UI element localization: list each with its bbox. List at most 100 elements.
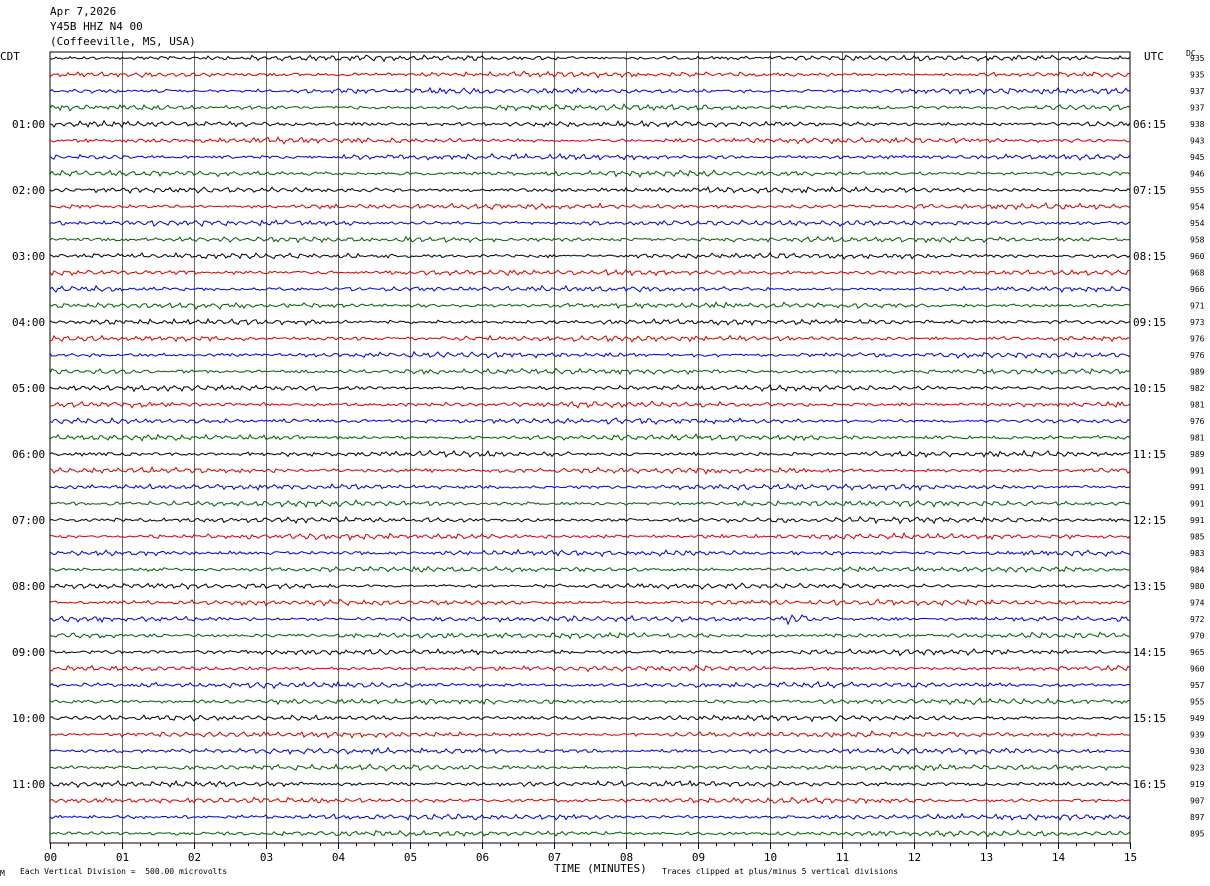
dc-offset-label: 989 <box>1190 450 1205 459</box>
x-tick-label: 00 <box>44 851 57 864</box>
x-tick-label: 07 <box>548 851 561 864</box>
seismic-trace <box>49 284 1131 293</box>
seismic-trace <box>49 367 1131 376</box>
seismic-trace <box>49 103 1131 112</box>
dc-offset-label: 954 <box>1190 203 1205 212</box>
x-tick-label: 03 <box>260 851 273 864</box>
header-location: (Coffeeville, MS, USA) <box>50 35 196 48</box>
seismic-trace <box>49 680 1131 690</box>
dc-offset-label: 946 <box>1190 170 1205 179</box>
dc-offset-label: 972 <box>1190 615 1205 624</box>
x-tick-label: 11 <box>836 851 849 864</box>
dc-offset-label: 935 <box>1190 71 1205 80</box>
utc-hour-label: 07:15 <box>1133 184 1166 197</box>
seismic-trace <box>49 779 1131 789</box>
dc-offset-label: 976 <box>1190 417 1205 426</box>
dc-offset-label: 982 <box>1190 384 1205 393</box>
x-tick-label: 15 <box>1124 851 1137 864</box>
dc-offset-label: 989 <box>1190 368 1205 377</box>
utc-hour-label: 11:15 <box>1133 448 1166 461</box>
seismic-trace <box>49 433 1131 442</box>
cdt-hour-label: 09:00 <box>12 646 45 659</box>
x-tick-label: 06 <box>476 851 489 864</box>
seismic-trace <box>49 334 1131 343</box>
cdt-hour-label: 11:00 <box>12 778 45 791</box>
dc-offset-label: 981 <box>1190 401 1205 410</box>
seismic-trace <box>49 350 1131 359</box>
cdt-hour-label: 06:00 <box>12 448 45 461</box>
utc-hour-label: 15:15 <box>1133 712 1166 725</box>
dc-offset-label: 985 <box>1190 533 1205 542</box>
header-date: Apr 7,2026 <box>50 5 117 18</box>
seismic-trace <box>49 54 1131 63</box>
seismic-trace <box>49 763 1131 772</box>
cdt-hour-label: 05:00 <box>12 382 45 395</box>
clip-note: Traces clipped at plus/minus 5 vertical … <box>662 867 899 876</box>
left-timezone-label: CDT <box>0 50 20 63</box>
dc-offset-label: 991 <box>1190 516 1205 525</box>
utc-hour-label: 10:15 <box>1133 382 1166 395</box>
seismic-trace <box>49 219 1131 227</box>
x-tick-label: 14 <box>1052 851 1066 864</box>
dc-offset-label: 930 <box>1190 747 1205 756</box>
seismic-trace <box>49 70 1131 79</box>
cdt-hour-label: 08:00 <box>12 580 45 593</box>
dc-offset-label: 958 <box>1190 236 1205 245</box>
seismic-trace <box>49 812 1131 822</box>
dc-offset-label: 974 <box>1190 599 1205 608</box>
dc-offset-label: 939 <box>1190 731 1205 740</box>
dc-offset-label: 991 <box>1190 483 1205 492</box>
seismic-trace <box>49 169 1131 178</box>
seismic-trace <box>49 152 1131 161</box>
seismic-trace <box>49 631 1131 640</box>
utc-hour-label: 16:15 <box>1133 778 1166 791</box>
seismic-trace <box>49 515 1131 525</box>
dc-offset-label: 965 <box>1190 648 1205 657</box>
seismic-trace <box>49 119 1131 128</box>
utc-hour-label: 14:15 <box>1133 646 1166 659</box>
seismic-trace <box>49 251 1131 260</box>
dc-offset-label: 957 <box>1190 681 1205 690</box>
corner-mark: M <box>0 869 5 878</box>
seismic-trace <box>49 186 1131 194</box>
seismic-trace <box>49 449 1131 458</box>
cdt-hour-label: 07:00 <box>12 514 45 527</box>
dc-offset-label: 895 <box>1190 830 1205 839</box>
cdt-hour-label: 04:00 <box>12 316 45 329</box>
seismic-trace <box>49 598 1131 607</box>
cdt-hour-label: 03:00 <box>12 250 45 263</box>
dc-offset-label: 897 <box>1190 813 1205 822</box>
x-axis-title: TIME (MINUTES) <box>554 862 647 875</box>
dc-offset-label: 973 <box>1190 318 1205 327</box>
seismic-trace <box>49 730 1131 739</box>
seismic-trace <box>49 483 1131 492</box>
seismic-trace <box>49 582 1131 591</box>
seismic-trace <box>49 86 1131 96</box>
dc-label: DC <box>1186 49 1196 58</box>
dc-offset-label: 935 <box>1190 54 1205 63</box>
cdt-hour-label: 01:00 <box>12 118 45 131</box>
x-tick-label: 04 <box>332 851 346 864</box>
seismic-trace <box>49 235 1131 244</box>
seismic-trace <box>49 301 1131 310</box>
seismic-trace <box>49 136 1131 145</box>
dc-offset-label: 980 <box>1190 582 1205 591</box>
utc-hour-label: 06:15 <box>1133 118 1166 131</box>
seismic-trace <box>49 796 1131 805</box>
dc-offset-label: 976 <box>1190 351 1205 360</box>
dc-offset-label: 937 <box>1190 104 1205 113</box>
utc-hour-label: 13:15 <box>1133 580 1166 593</box>
dc-offset-label: 970 <box>1190 632 1205 641</box>
x-tick-label: 08 <box>620 851 633 864</box>
cdt-hour-label: 02:00 <box>12 184 45 197</box>
x-tick-label: 13 <box>980 851 993 864</box>
cdt-hour-label: 10:00 <box>12 712 45 725</box>
dc-offset-label: 991 <box>1190 467 1205 476</box>
dc-offset-label: 960 <box>1190 665 1205 674</box>
dc-offset-label: 907 <box>1190 797 1205 806</box>
dc-offset-label: 955 <box>1190 698 1205 707</box>
dc-offset-label: 923 <box>1190 764 1205 773</box>
x-tick-label: 10 <box>764 851 777 864</box>
x-tick-label: 05 <box>404 851 417 864</box>
utc-hour-label: 09:15 <box>1133 316 1166 329</box>
